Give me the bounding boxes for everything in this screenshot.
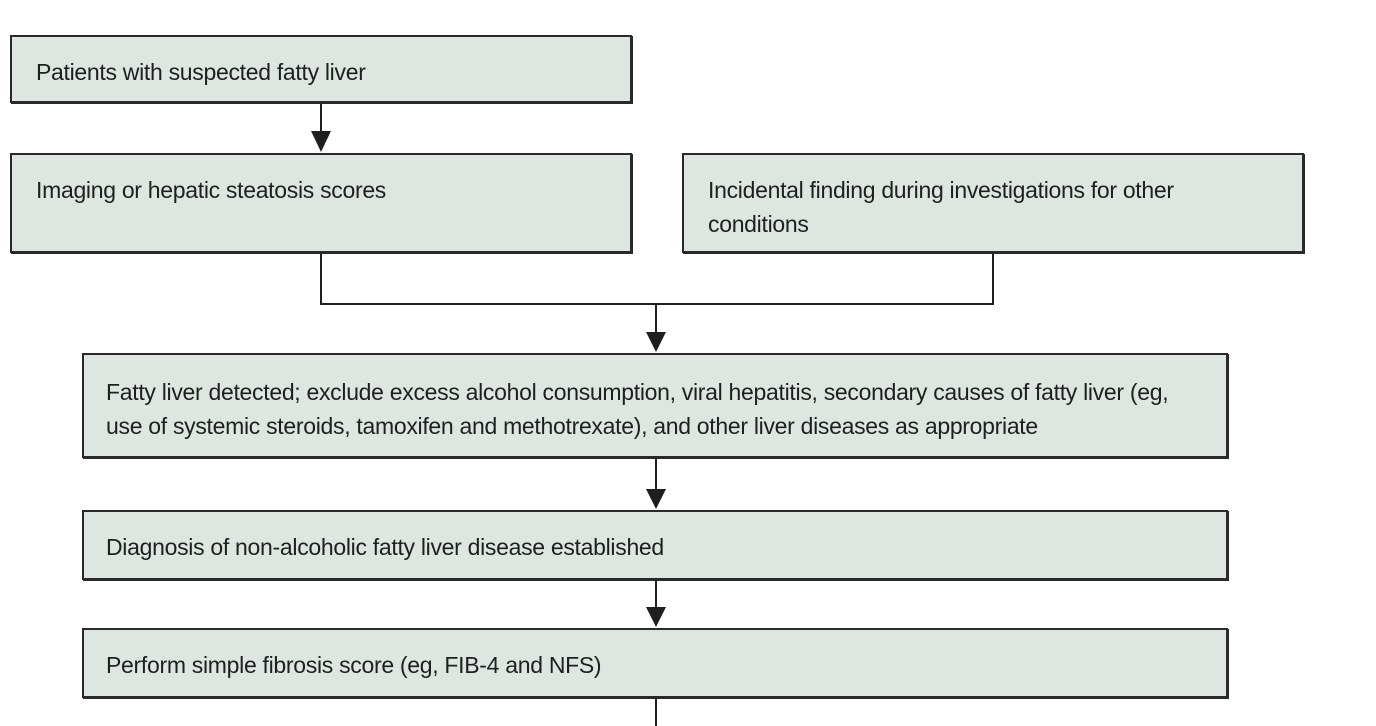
- arrowhead-detected: [646, 332, 666, 352]
- box-imaging-steatosis-scores: Imaging or hepatic steatosis scores: [10, 153, 632, 253]
- box-incidental-finding-text: Incidental finding during investigations…: [708, 177, 1174, 237]
- arrowhead-diagnosis: [646, 489, 666, 509]
- box-fatty-liver-detected: Fatty liver detected; exclude excess alc…: [82, 353, 1228, 458]
- merge-connector: [320, 253, 994, 305]
- box-suspected-fatty-liver-text: Patients with suspected fatty liver: [36, 59, 366, 85]
- box-suspected-fatty-liver: Patients with suspected fatty liver: [10, 35, 632, 103]
- arrowhead-fibrosis: [646, 607, 666, 627]
- box-incidental-finding: Incidental finding during investigations…: [682, 153, 1304, 253]
- box-fatty-liver-detected-text: Fatty liver detected; exclude excess alc…: [106, 379, 1169, 439]
- box-nafld-diagnosis-text: Diagnosis of non-alcoholic fatty liver d…: [106, 534, 664, 560]
- arrowhead-imaging: [311, 131, 331, 152]
- box-fibrosis-score: Perform simple fibrosis score (eg, FIB-4…: [82, 628, 1228, 698]
- box-fibrosis-score-text: Perform simple fibrosis score (eg, FIB-4…: [106, 652, 602, 678]
- box-imaging-steatosis-scores-text: Imaging or hepatic steatosis scores: [36, 177, 387, 203]
- box-nafld-diagnosis: Diagnosis of non-alcoholic fatty liver d…: [82, 510, 1228, 580]
